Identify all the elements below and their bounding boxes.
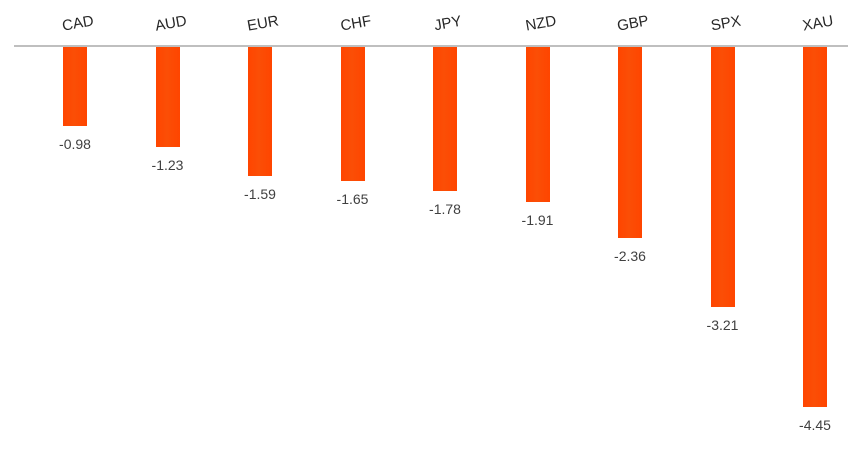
bar (155, 47, 180, 147)
value-label: -3.21 (706, 317, 739, 333)
bar (63, 47, 87, 127)
value-label: -1.91 (521, 211, 554, 228)
bar (340, 47, 365, 181)
bar (618, 47, 642, 239)
category-label: EUR (245, 12, 280, 35)
bar (433, 47, 457, 192)
category-label: CAD (60, 12, 95, 35)
category-label: JPY (432, 12, 463, 35)
category-label: AUD (153, 12, 188, 35)
value-label: -2.36 (614, 248, 646, 265)
value-label: -1.78 (429, 201, 461, 218)
category-label: GBP (615, 12, 650, 35)
value-label: -1.65 (336, 190, 369, 207)
category-label: XAU (801, 12, 835, 35)
axis-baseline (14, 45, 848, 47)
category-label: SPX (709, 12, 742, 35)
value-label: -1.59 (244, 185, 276, 202)
bar (710, 47, 735, 307)
category-label: CHF (338, 12, 373, 35)
bar (803, 47, 827, 408)
bar (525, 47, 550, 202)
value-label: -1.23 (151, 156, 184, 173)
category-label: NZD (523, 12, 558, 35)
value-label: -4.45 (799, 417, 831, 434)
value-label: -0.98 (59, 136, 91, 153)
bar (248, 47, 272, 176)
